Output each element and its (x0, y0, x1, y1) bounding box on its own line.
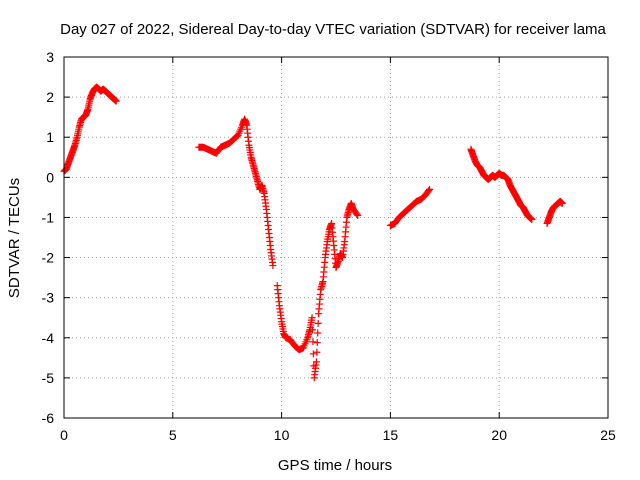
y-tick-label: -5 (42, 370, 55, 386)
data-point (309, 338, 317, 346)
data-point (425, 187, 433, 195)
data-point (354, 211, 362, 219)
x-tick-label: 15 (383, 427, 399, 443)
data-point (312, 358, 320, 366)
x-tick-label: 10 (274, 427, 290, 443)
y-tick-label: 3 (46, 49, 54, 65)
grid-lines (64, 57, 608, 418)
y-tick-label: -3 (42, 290, 55, 306)
data-point (313, 348, 321, 356)
x-tick-label: 25 (600, 427, 616, 443)
data-point (308, 326, 316, 334)
x-tick-label: 20 (491, 427, 507, 443)
y-tick-label: -1 (42, 209, 55, 225)
y-tick-label: -6 (42, 410, 55, 426)
x-axis-ticks: 0 5 10 15 20 25 (60, 57, 616, 443)
y-tick-label: -4 (42, 330, 55, 346)
y-tick-label: 1 (46, 129, 54, 145)
data-point (314, 319, 322, 327)
data-point (558, 199, 566, 207)
data-point (269, 262, 277, 270)
data-point (426, 185, 434, 193)
y-tick-label: -2 (42, 250, 55, 266)
data-point (309, 350, 317, 358)
y-axis-label: SDTVAR / TECUs (6, 178, 23, 298)
data-point (353, 210, 361, 218)
data-points (60, 83, 566, 382)
data-point (528, 215, 536, 223)
y-axis-ticks: -6 -5 -4 -3 -2 -1 0 1 2 3 (42, 49, 608, 426)
plot-frame (63, 56, 609, 419)
data-point (308, 314, 316, 322)
x-tick-label: 5 (169, 427, 177, 443)
data-point (112, 97, 120, 105)
y-tick-label: 2 (46, 89, 54, 105)
x-axis-label: GPS time / hours (278, 457, 392, 474)
chart-title: Day 027 of 2022, Sidereal Day-to-day VTE… (60, 21, 606, 38)
data-point (314, 329, 322, 337)
y-tick-label: 0 (46, 169, 54, 185)
data-point (313, 339, 321, 347)
x-tick-label: 0 (60, 427, 68, 443)
